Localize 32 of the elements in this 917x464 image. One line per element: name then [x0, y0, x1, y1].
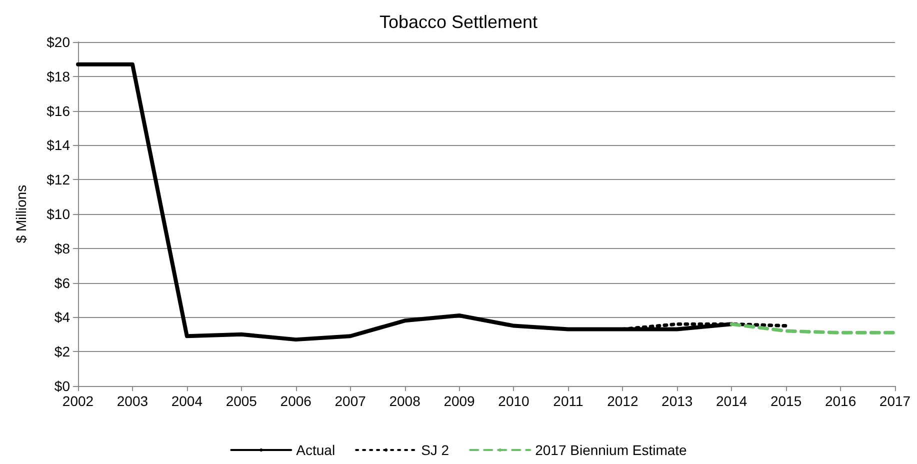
y-tick-label: $18 [46, 68, 70, 84]
y-tick-label: $12 [46, 172, 70, 188]
x-tick-label: 2016 [824, 393, 856, 409]
x-tick-label: 2006 [280, 393, 312, 409]
x-tick-label: 2013 [662, 393, 693, 409]
x-tick-label: 2011 [553, 393, 584, 409]
y-tick-label: $10 [46, 206, 70, 222]
x-tick-label: 2003 [116, 393, 148, 409]
x-tick-label: 2010 [498, 393, 530, 409]
y-tick-label: $0 [54, 378, 70, 394]
y-tick-label: $14 [46, 137, 70, 154]
legend-label: 2017 Biennium Estimate [535, 442, 688, 458]
y-tick-label: $16 [46, 102, 70, 119]
x-tick-label: 2005 [226, 393, 258, 409]
y-tick-label: $20 [46, 34, 70, 50]
x-tick-label: 2007 [334, 393, 366, 409]
x-tick-label: 2015 [770, 393, 802, 409]
legend-label: SJ 2 [421, 442, 450, 458]
y-tick-label: $8 [54, 240, 70, 256]
y-tick-label: $4 [54, 309, 70, 326]
legend-label: Actual [296, 442, 336, 458]
x-tick-label: 2012 [607, 393, 638, 409]
x-tick-label: 2017 [879, 393, 911, 409]
x-tick-label: 2002 [62, 393, 94, 409]
y-tick-label: $6 [54, 274, 70, 291]
y-tick-label: $2 [54, 344, 70, 360]
x-tick-label: 2004 [171, 393, 203, 409]
x-tick-label: 2009 [444, 393, 476, 409]
chart-title: Tobacco Settlement [379, 12, 538, 32]
x-tick-label: 2014 [716, 393, 748, 409]
y-axis-title: $ Millions [13, 184, 29, 244]
x-tick-label: 2008 [389, 393, 421, 409]
